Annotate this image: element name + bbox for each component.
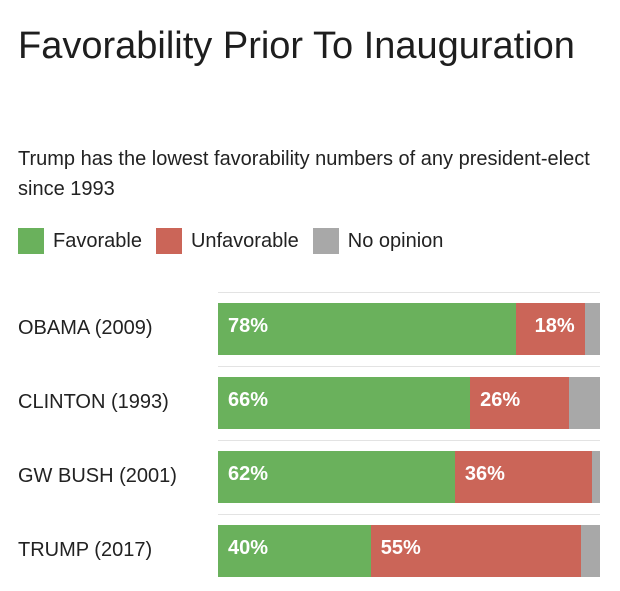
bar-segment-unfavorable: 26% (470, 377, 570, 429)
legend-label-favorable: Favorable (53, 229, 142, 252)
legend-item-no-opinion: No opinion (312, 228, 444, 254)
data-label: 26% (480, 389, 521, 411)
stacked-bar-chart: OBAMA (2009) 78% 18% CLINTON (1993) 66% 26% GW… (0, 290, 620, 590)
bar-segment-no-opinion (569, 377, 600, 429)
bar-segment-no-opinion (584, 303, 600, 355)
bar-segment-unfavorable: 55% (370, 525, 581, 577)
category-label-trump-2017: TRUMP (2017) (18, 539, 153, 561)
bar-clinton-1993: 66% 26% (218, 377, 600, 429)
row-separator (218, 440, 600, 441)
bar-segment-no-opinion (592, 451, 600, 503)
chart-title: Favorability Prior To Inauguration (18, 25, 575, 67)
legend-item-favorable: Favorable (18, 228, 142, 254)
bar-segment-favorable: 78% (218, 303, 516, 355)
bar-segment-no-opinion (580, 525, 600, 577)
bar-trump-2017: 40% 55% (218, 525, 600, 577)
bar-segment-favorable: 40% (218, 525, 371, 577)
row-separator (218, 514, 600, 515)
row-separator (218, 292, 600, 293)
chart-subtitle: Trump has the lowest favorability number… (18, 148, 590, 200)
data-label: 78% (228, 315, 269, 337)
data-label: 55% (380, 537, 421, 559)
bar-segment-unfavorable: 36% (454, 451, 593, 503)
legend-swatch-favorable (18, 228, 44, 254)
bar-gw-bush-2001: 62% 36% (218, 451, 600, 503)
data-label: 18% (534, 315, 575, 337)
bar-segment-unfavorable: 18% (515, 303, 585, 355)
bar-segment-favorable: 66% (218, 377, 471, 429)
category-label-obama-2009: OBAMA (2009) (18, 317, 153, 339)
legend-label-no-opinion: No opinion (347, 229, 444, 252)
data-label: 62% (228, 463, 269, 485)
data-label: 66% (228, 389, 269, 411)
legend: Favorable Unfavorable No opinion (18, 227, 457, 255)
category-label-clinton-1993: CLINTON (1993) (18, 391, 169, 413)
data-label: 40% (228, 537, 269, 559)
legend-swatch-no-opinion (312, 228, 339, 254)
row-separator (218, 366, 600, 367)
category-label-gw-bush-2001: GW BUSH (2001) (18, 465, 177, 487)
bar-segment-favorable: 62% (218, 451, 455, 503)
legend-swatch-unfavorable (155, 228, 182, 254)
data-label: 36% (464, 463, 505, 485)
bar-obama-2009: 78% 18% (218, 303, 600, 355)
legend-label-unfavorable: Unfavorable (190, 229, 299, 252)
legend-item-unfavorable: Unfavorable (155, 228, 299, 254)
